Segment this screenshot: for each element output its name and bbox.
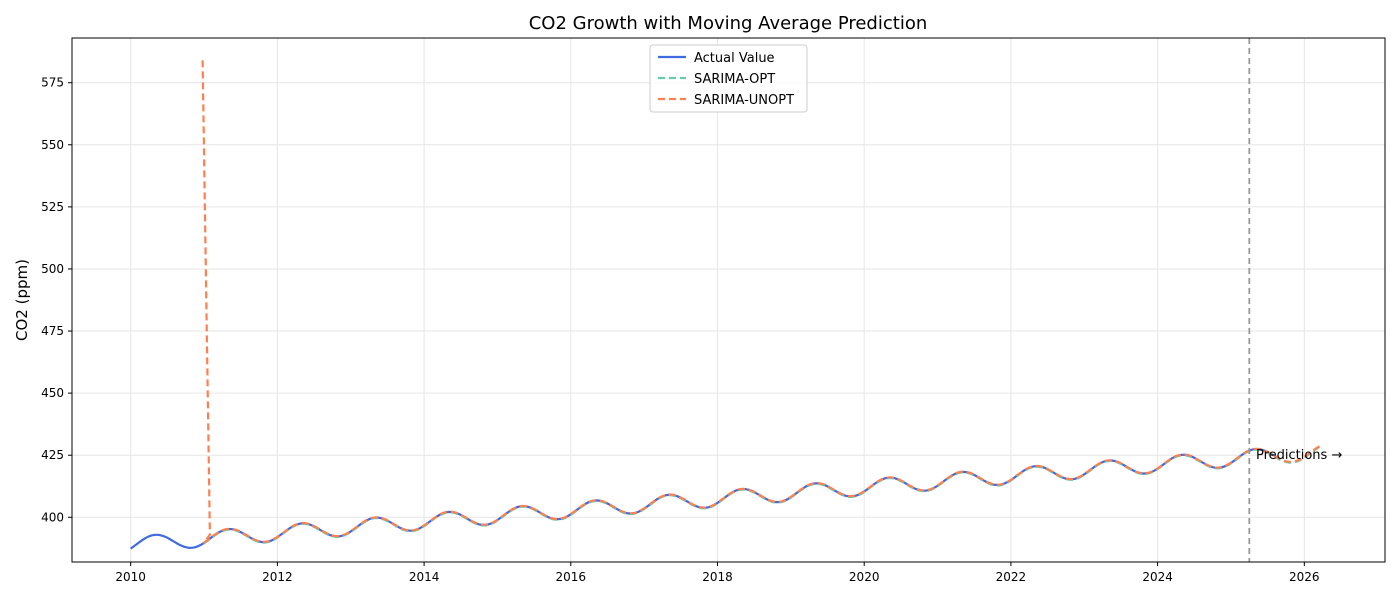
x-tick-label: 2016 — [556, 570, 587, 584]
series-sarima-opt-line — [203, 444, 1324, 545]
x-tick-label: 2024 — [1142, 570, 1173, 584]
y-axis-label: CO2 (ppm) — [13, 259, 31, 341]
y-tick-label: 550 — [41, 138, 64, 152]
legend-label-actual: Actual Value — [694, 51, 775, 66]
y-tick-label: 575 — [41, 76, 64, 90]
series-actual-line — [130, 448, 1275, 550]
series-sarima-unopt-line — [201, 60, 1324, 544]
x-tick-label: 2012 — [262, 570, 293, 584]
predictions-annotation: Predictions → — [1256, 448, 1342, 463]
y-tick-label: 525 — [41, 200, 64, 214]
x-tick-label: 2018 — [702, 570, 733, 584]
legend-label-unopt: SARIMA-UNOPT — [694, 93, 794, 108]
y-tick-label: 450 — [41, 386, 64, 400]
y-tick-label: 425 — [41, 448, 64, 462]
chart-title: CO2 Growth with Moving Average Predictio… — [529, 13, 928, 34]
y-tick-label: 475 — [41, 324, 64, 338]
plot-frame — [71, 37, 1386, 563]
y-tick-label: 400 — [41, 510, 64, 524]
x-tick-label: 2014 — [409, 570, 440, 584]
x-tick-label: 2020 — [849, 570, 880, 584]
x-tick-label: 2010 — [115, 570, 146, 584]
legend-box — [649, 44, 808, 113]
axis-ticks: 2010 2012 2014 2016 2018 2020 2022 2024 2026 400 4… — [41, 76, 1319, 584]
series-layer — [130, 60, 1324, 550]
x-tick-label: 2022 — [996, 570, 1027, 584]
legend: Actual Value SARIMA-OPT SARIMA-UNOPT — [649, 44, 808, 113]
y-tick-label: 500 — [41, 262, 64, 276]
x-tick-label: 2026 — [1289, 570, 1320, 584]
grid — [72, 38, 1385, 562]
legend-label-opt: SARIMA-OPT — [694, 72, 775, 87]
